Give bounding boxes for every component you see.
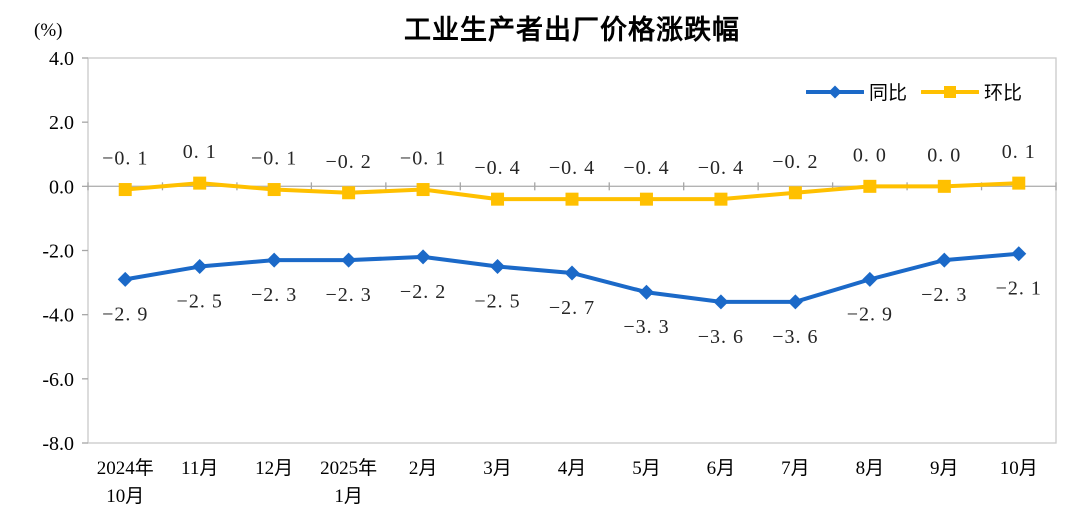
y-axis-tick-label: 2.0: [49, 112, 74, 134]
legend-label-yoy: 同比: [869, 83, 908, 104]
yoy-data-label: −2. 5: [474, 291, 520, 313]
x-axis-category-label: 6月: [707, 458, 736, 479]
mom-data-label: 0. 0: [853, 144, 887, 166]
y-axis-tick-label: -8.0: [42, 433, 74, 455]
yoy-marker-icon: [117, 271, 133, 287]
mom-data-label: −0. 4: [623, 157, 669, 179]
y-axis-tick-label: -6.0: [42, 369, 74, 391]
plot-border: [87, 57, 1057, 444]
mom-marker-icon: [118, 183, 132, 197]
y-axis-unit-label: (%): [34, 20, 63, 41]
legend-item-yoy: 同比: [806, 78, 907, 105]
yoy-data-label: −3. 3: [623, 316, 669, 338]
mom-marker-icon: [342, 186, 356, 200]
mom-data-label: 0. 1: [183, 141, 217, 163]
mom-data-label: −0. 4: [549, 157, 595, 179]
yoy-data-label: −2. 5: [177, 291, 223, 313]
yoy-marker-icon: [1011, 246, 1027, 262]
legend-item-mom: 环比: [921, 78, 1022, 105]
yoy-marker-icon: [638, 284, 654, 300]
yoy-marker-icon: [564, 265, 580, 281]
yoy-marker-icon: [341, 252, 357, 268]
yoy-marker-icon: [862, 271, 878, 287]
x-axis-category-label: 7月: [781, 458, 810, 479]
mom-data-label: −0. 1: [251, 148, 297, 170]
mom-marker-icon: [937, 179, 951, 193]
yoy-data-label: −2. 9: [102, 303, 148, 325]
x-axis-category-label: 4月: [558, 458, 587, 479]
x-axis-category-label: 11月: [181, 458, 218, 479]
mom-data-label: −0. 4: [474, 157, 520, 179]
x-axis-category-label: 10月: [106, 486, 144, 507]
yoy-data-label: −2. 3: [251, 284, 297, 306]
x-axis-category-label: 2024年: [97, 457, 154, 479]
yoy-line-diamond-swatch-icon: [806, 85, 864, 98]
yoy-marker-icon: [415, 249, 431, 265]
mom-marker-icon: [714, 192, 728, 206]
mom-data-label: −0. 2: [772, 151, 818, 173]
mom-marker-icon: [491, 192, 505, 206]
yoy-data-label: −3. 6: [772, 326, 818, 348]
yoy-data-label: −3. 6: [698, 326, 744, 348]
yoy-data-label: −2. 3: [921, 284, 967, 306]
mom-marker-icon: [1012, 176, 1026, 190]
x-axis-category-label: 1月: [334, 486, 363, 507]
mom-data-label: 0. 1: [1002, 141, 1036, 163]
x-axis-category-label: 2025年: [320, 457, 377, 479]
mom-data-label: −0. 1: [102, 148, 148, 170]
mom-marker-icon: [267, 183, 281, 197]
y-axis-tick-label: -4.0: [42, 305, 74, 327]
x-axis-category-label: 12月: [255, 458, 293, 479]
y-axis-tick-label: -2.0: [42, 241, 74, 263]
legend-label-mom: 环比: [984, 83, 1023, 104]
x-axis-category-label: 8月: [856, 458, 885, 479]
mom-data-label: 0. 0: [927, 144, 961, 166]
chart-title: 工业生产者出厂价格涨跌幅: [404, 15, 740, 45]
mom-data-label: −0. 2: [325, 151, 371, 173]
yoy-marker-icon: [936, 252, 952, 268]
yoy-marker-icon: [490, 259, 506, 275]
x-axis-category-label: 2月: [409, 458, 438, 479]
yoy-marker-icon: [266, 252, 282, 268]
mom-marker-icon: [193, 176, 207, 190]
yoy-data-label: −2. 9: [847, 303, 893, 325]
yoy-marker-icon: [192, 259, 208, 275]
mom-marker-icon: [788, 186, 802, 200]
x-axis-category-label: 5月: [632, 458, 661, 479]
y-axis-tick-label: 4.0: [49, 48, 74, 70]
x-axis-category-label: 10月: [1000, 458, 1038, 479]
mom-data-label: −0. 4: [698, 157, 744, 179]
x-axis-category-label: 9月: [930, 458, 959, 479]
mom-marker-icon: [565, 192, 579, 206]
yoy-marker-icon: [713, 294, 729, 310]
yoy-data-label: −2. 1: [996, 278, 1042, 300]
y-axis-tick-label: 0.0: [49, 176, 74, 198]
mom-marker-icon: [639, 192, 653, 206]
x-axis-category-label: 3月: [483, 458, 512, 479]
legend: 同比 环比: [806, 78, 1022, 105]
yoy-data-label: −2. 2: [400, 281, 446, 303]
mom-marker-icon: [416, 183, 430, 197]
mom-marker-icon: [863, 179, 877, 193]
yoy-data-label: −2. 7: [549, 297, 595, 319]
mom-line-square-swatch-icon: [921, 85, 980, 98]
yoy-data-label: −2. 3: [325, 284, 371, 306]
mom-data-label: −0. 1: [400, 148, 446, 170]
yoy-marker-icon: [787, 294, 803, 310]
